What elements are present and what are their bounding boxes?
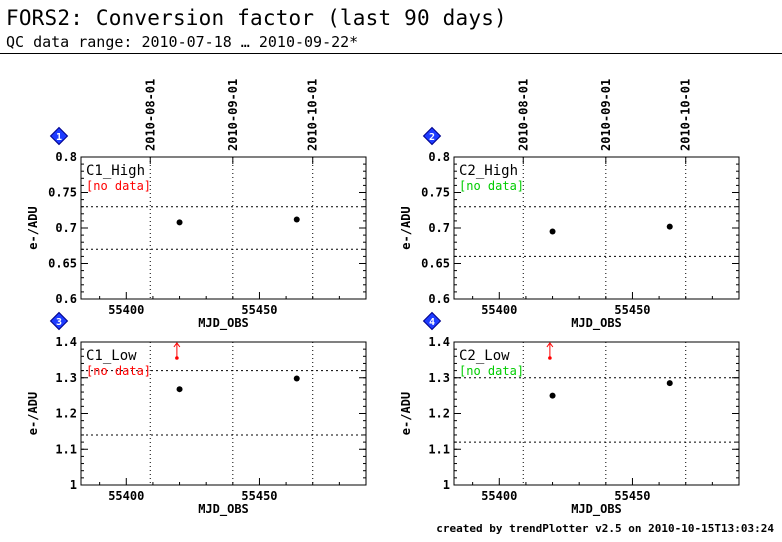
panel-badge-number: 4 [429, 317, 435, 328]
date-tick-label: 2010-10-01 [306, 79, 320, 151]
x-axis-title: MJD_OBS [198, 502, 249, 517]
y-tick-label: 1.2 [428, 407, 450, 421]
outlier-marker [175, 356, 179, 360]
data-point [176, 386, 183, 393]
y-tick-label: 1.4 [55, 335, 77, 349]
y-axis-title: e-/ADU [399, 206, 413, 249]
page-subtitle: QC data range: 2010-07-18 … 2010-09-22* [6, 33, 359, 51]
panel-note: [no data] [459, 179, 524, 193]
x-axis-title: MJD_OBS [571, 316, 622, 331]
footer-credit: created by trendPlotter v2.5 on 2010-10-… [436, 522, 774, 535]
date-tick-label: 2010-09-01 [226, 79, 240, 151]
y-tick-label: 0.75 [48, 186, 77, 200]
header-divider [0, 53, 782, 54]
panel-badge-icon [422, 311, 442, 331]
x-axis-title: MJD_OBS [571, 502, 622, 517]
panel-note: [no data] [86, 364, 151, 378]
y-tick-label: 0.65 [48, 257, 77, 271]
date-tick-label: 2010-08-01 [143, 79, 157, 151]
data-point [549, 228, 556, 235]
data-point [293, 375, 300, 382]
y-tick-label: 1.1 [428, 442, 450, 456]
y-tick-label: 1 [70, 478, 77, 492]
panel-badge-number: 1 [56, 132, 62, 143]
x-tick-label: 55400 [481, 303, 517, 317]
y-tick-label: 1.1 [55, 442, 77, 456]
y-tick-label: 0.6 [55, 292, 77, 306]
y-tick-label: 1.3 [55, 371, 77, 385]
y-tick-label: 0.8 [428, 150, 450, 164]
panel-note: [no data] [459, 364, 524, 378]
panel-label: C1_Low [86, 348, 137, 364]
outlier-arrow-head [173, 342, 181, 348]
y-axis-title: e-/ADU [26, 206, 40, 249]
panel-label: C2_Low [459, 348, 510, 364]
y-tick-label: 0.75 [421, 186, 450, 200]
x-tick-label: 55450 [614, 303, 650, 317]
date-tick-label: 2010-08-01 [516, 79, 530, 151]
panel-badge-icon [422, 126, 442, 146]
panel-badge-icon [49, 126, 69, 146]
x-tick-label: 55400 [108, 303, 144, 317]
x-tick-label: 55400 [108, 489, 144, 503]
outlier-marker [548, 356, 552, 360]
x-tick-label: 55450 [241, 303, 277, 317]
data-point [293, 216, 300, 223]
panel-badge-icon [49, 311, 69, 331]
y-tick-label: 0.7 [428, 221, 450, 235]
date-tick-label: 2010-09-01 [599, 79, 613, 151]
x-tick-label: 55400 [481, 489, 517, 503]
data-point [666, 223, 673, 230]
y-axis-title: e-/ADU [26, 392, 40, 435]
y-tick-label: 0.65 [421, 257, 450, 271]
x-tick-label: 55450 [614, 489, 650, 503]
panel-note: [no data] [86, 179, 151, 193]
panel-badge-number: 3 [56, 317, 62, 328]
x-axis-title: MJD_OBS [198, 316, 249, 331]
y-axis-title: e-/ADU [399, 392, 413, 435]
y-tick-label: 1.2 [55, 407, 77, 421]
panel-label: C1_High [86, 163, 145, 179]
data-point [176, 219, 183, 226]
date-tick-label: 2010-10-01 [679, 79, 693, 151]
data-point [549, 392, 556, 399]
panel-badge-number: 2 [429, 132, 435, 143]
y-tick-label: 0.6 [428, 292, 450, 306]
y-tick-label: 1.3 [428, 371, 450, 385]
x-tick-label: 55450 [241, 489, 277, 503]
y-tick-label: 1.4 [428, 335, 450, 349]
page-title: FORS2: Conversion factor (last 90 days) [6, 6, 507, 30]
outlier-arrow-head [546, 342, 554, 348]
y-tick-label: 0.8 [55, 150, 77, 164]
panel-label: C2_High [459, 163, 518, 179]
y-tick-label: 1 [443, 478, 450, 492]
y-tick-label: 0.7 [55, 221, 77, 235]
data-point [666, 380, 673, 387]
